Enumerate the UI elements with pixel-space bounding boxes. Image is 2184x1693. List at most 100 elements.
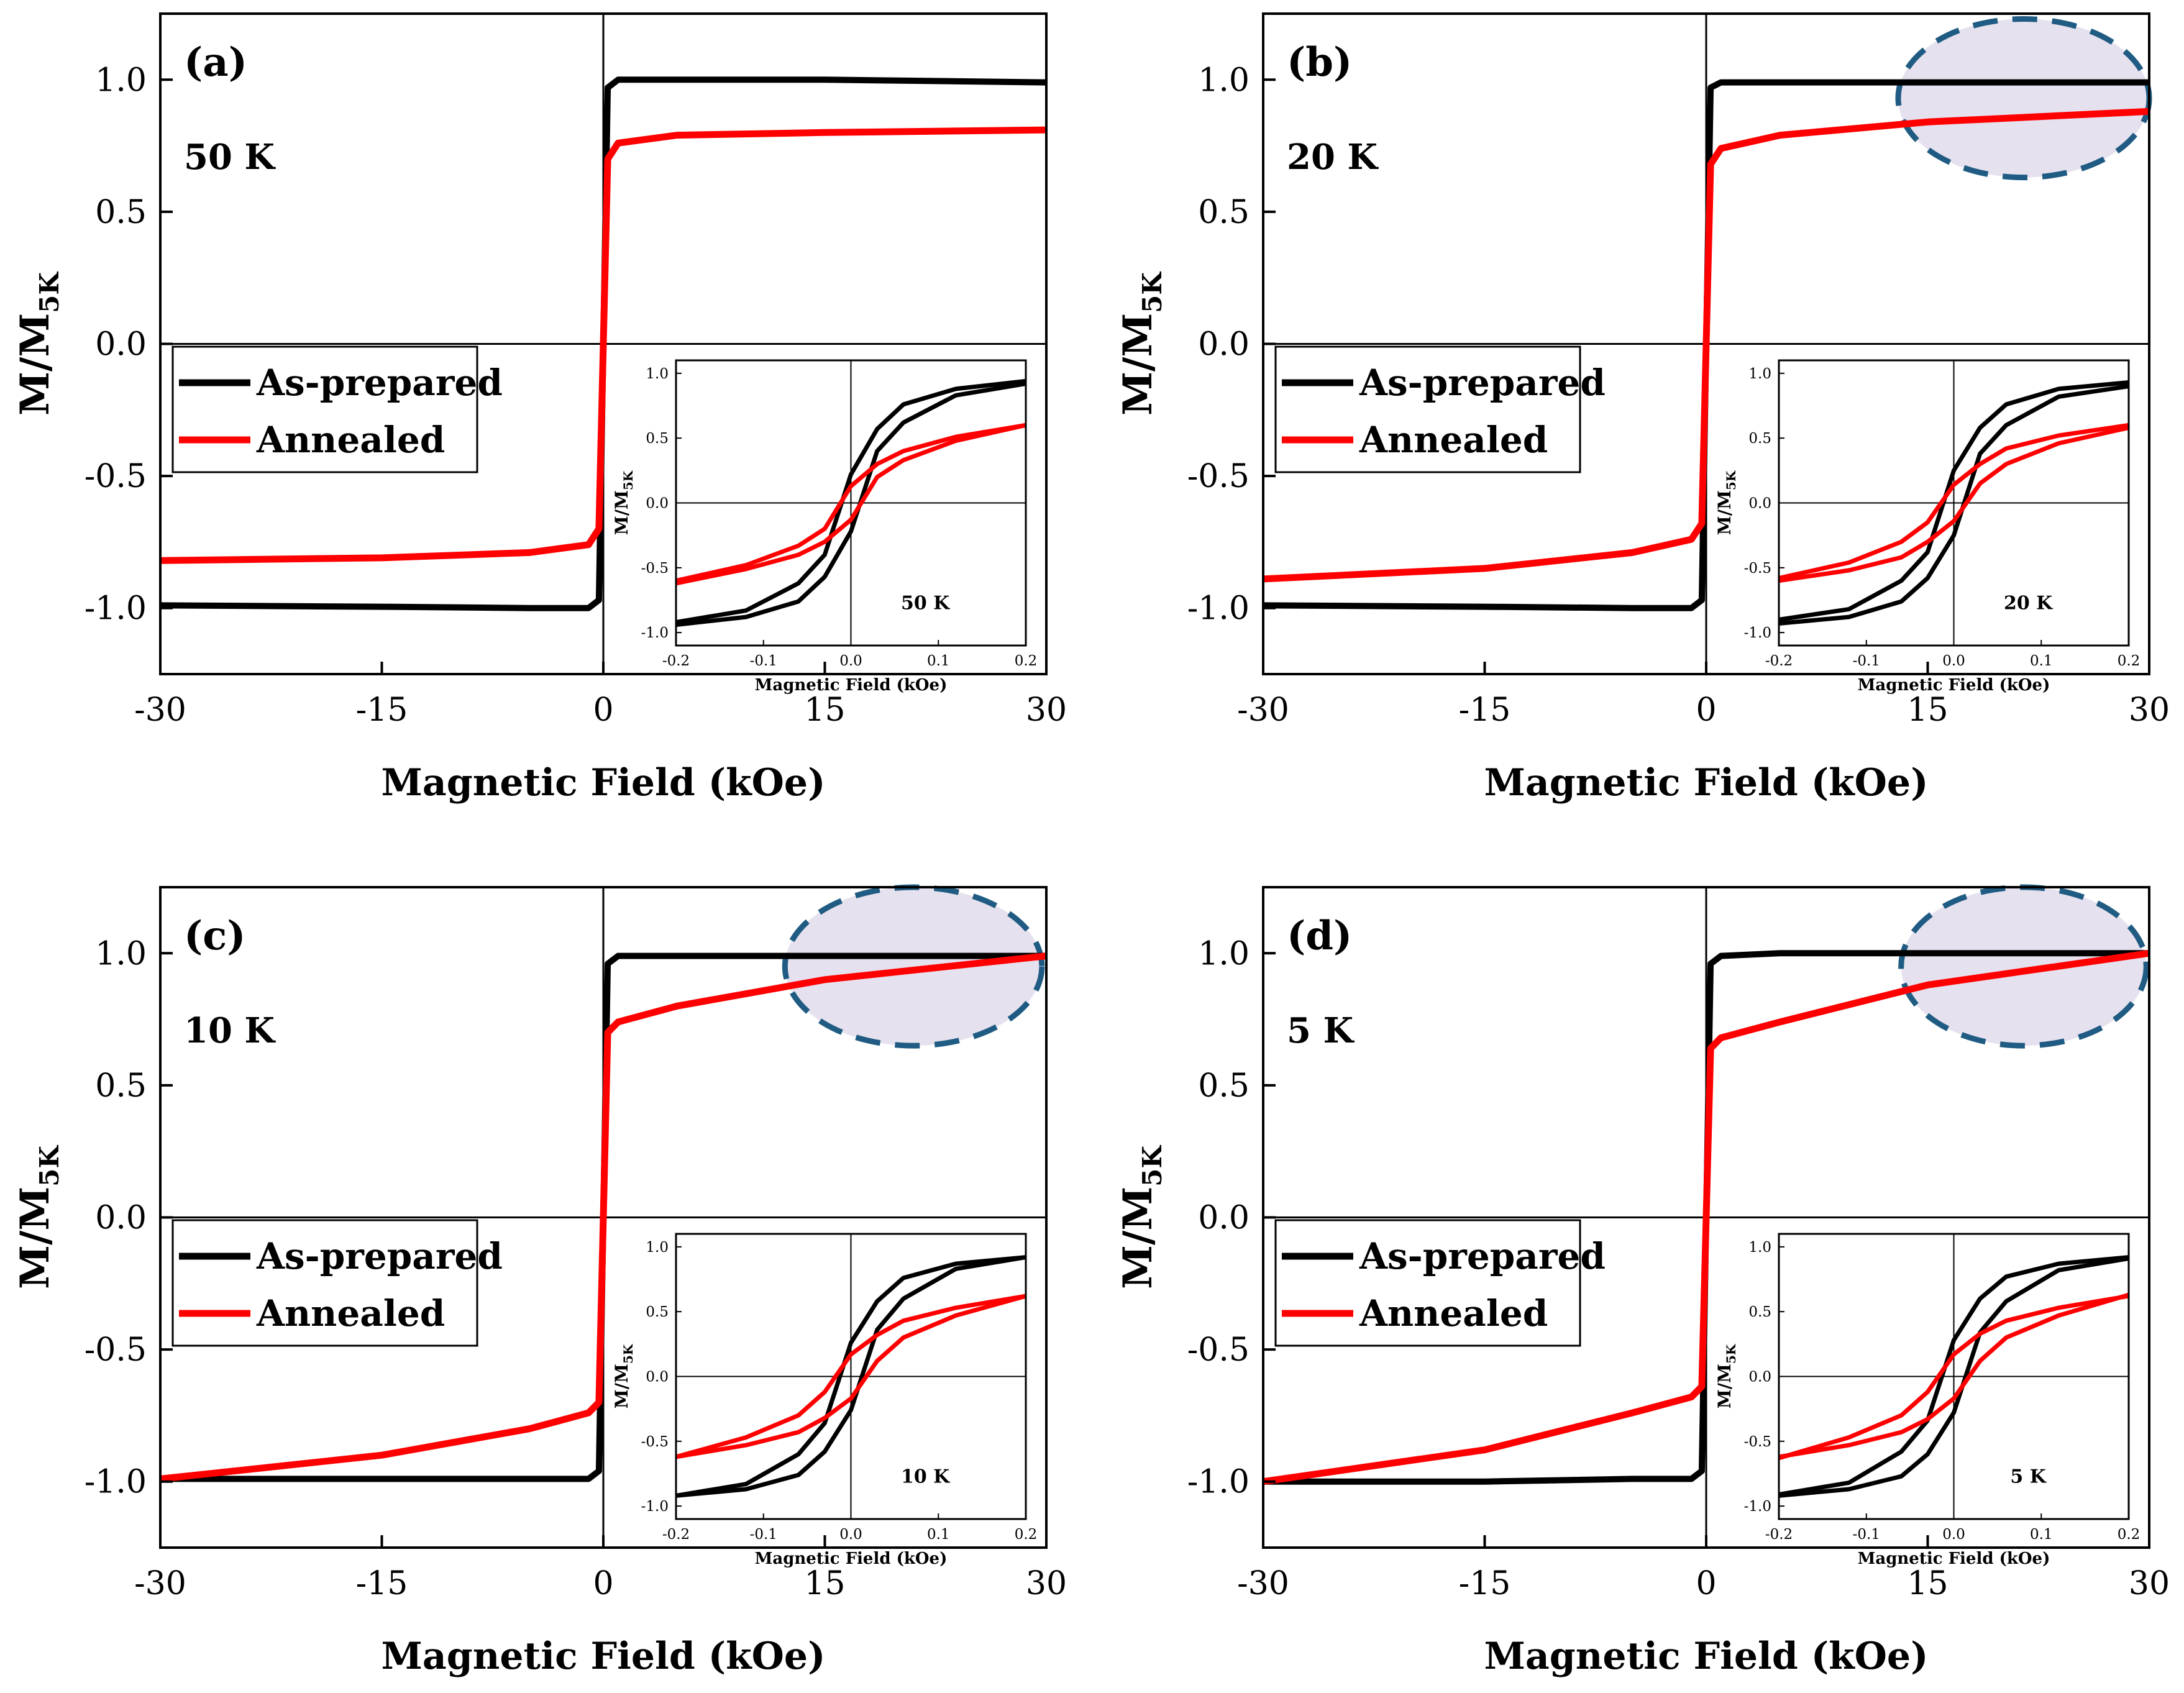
panel-label: (a) — [184, 39, 247, 86]
y-tick-label: 0.0 — [1198, 326, 1250, 363]
inset-y-tick-label: -1.0 — [1744, 1499, 1771, 1515]
inset-loop-lower-annealed — [675, 422, 1026, 586]
legend-entry: As-prepared — [256, 362, 503, 404]
inset-x-tick-label: -0.2 — [662, 1526, 690, 1543]
y-axis-title: M/M5K — [12, 272, 65, 416]
inset-chart: -0.2 -0.1 0.0 0.1 0.2 -1.0 -0.5 0.0 0.5 1.0 Magnet… — [1714, 359, 2141, 695]
inset-x-tick-label: -0.2 — [662, 653, 690, 669]
inset-x-tick-label: -0.1 — [1853, 653, 1880, 669]
x-axis-title: Magnetic Field (kOe) — [382, 761, 826, 805]
legend-entry: Annealed — [256, 1292, 445, 1335]
inset-x-tick-label: 0.0 — [1942, 1526, 1965, 1543]
inset-y-axis-title-subscript: 5K — [1724, 470, 1739, 490]
y-tick-label: 0.5 — [95, 1067, 147, 1105]
inset-y-axis-title-main: M/M — [611, 490, 632, 535]
y-tick-label: 1.0 — [1198, 935, 1250, 972]
y-tick-label: 1.0 — [95, 62, 147, 99]
series-line-annealed — [1263, 949, 2150, 1485]
inset-y-tick-label: 0.5 — [1748, 431, 1771, 447]
inset-chart: -0.2 -0.1 0.0 0.1 0.2 -1.0 -0.5 0.0 0.5 1.0 Magnet… — [1714, 1233, 2141, 1568]
legend-entry: Annealed — [256, 419, 445, 461]
inset-loop-lower-as-prepared — [675, 381, 1026, 627]
inset-y-tick-label: -0.5 — [1744, 560, 1771, 577]
inset-y-tick-label: 1.0 — [1748, 1239, 1771, 1256]
x-tick-label: 30 — [1026, 1565, 1067, 1602]
inset-loop-lower-annealed — [1778, 1292, 2129, 1459]
inset-x-tick-label: 0.2 — [1015, 653, 1038, 669]
x-tick-label: 30 — [1026, 691, 1067, 729]
inset-x-axis-title: Magnetic Field (kOe) — [755, 676, 948, 695]
x-tick-label: 15 — [804, 1565, 845, 1602]
inset-y-tick-label: 1.0 — [1748, 366, 1771, 382]
x-tick-label: -15 — [1459, 691, 1511, 729]
y-axis-title-subscript: 5K — [1137, 1145, 1167, 1187]
inset-x-tick-label: -0.1 — [750, 653, 777, 669]
inset-y-axis-title-main: M/M — [1714, 1364, 1735, 1408]
panel-label: (d) — [1287, 913, 1352, 959]
chart-panel-c: -30 -15 0 15 30 -1.0 -0.5 0.0 0.5 1.0 Magnetic Fie… — [12, 884, 1067, 1678]
inset-x-tick-label: -0.2 — [1765, 653, 1793, 669]
inset-x-tick-label: 0.2 — [2118, 653, 2141, 669]
legend-box — [171, 1219, 478, 1347]
inset-loop-lower-as-prepared — [1778, 384, 2129, 626]
y-tick-label: 0.5 — [95, 194, 147, 231]
inset-y-axis-title-main: M/M — [1714, 490, 1735, 535]
x-tick-label: -30 — [134, 1565, 186, 1602]
inset-y-tick-label: 0.5 — [1748, 1304, 1771, 1320]
inset-y-tick-label: -0.5 — [1744, 1434, 1771, 1450]
inset-x-tick-label: 0.2 — [2118, 1526, 2141, 1543]
inset-x-tick-label: -0.1 — [1853, 1526, 1880, 1543]
inset-x-tick-label: 0.2 — [1015, 1526, 1038, 1543]
legend-box — [1274, 1219, 1581, 1347]
inset-loop-upper-as-prepared — [675, 378, 1026, 624]
inset-x-tick-label: -0.2 — [1765, 1526, 1793, 1543]
y-axis-title-main: M/M — [12, 1187, 58, 1289]
y-axis-title: M/M5K — [12, 1145, 65, 1289]
legend-entry: As-prepared — [1359, 1235, 1606, 1277]
inset-x-tick-label: 0.1 — [927, 1526, 950, 1543]
inset-loop-upper-annealed — [1778, 1294, 2129, 1461]
y-tick-label: 0.0 — [1198, 1200, 1250, 1237]
panel-label: (b) — [1287, 39, 1352, 86]
inset-y-axis-title: M/M5K — [1714, 470, 1739, 535]
y-axis-title: M/M5K — [1115, 272, 1167, 416]
temperature-label: 5 K — [1287, 1010, 1355, 1051]
inset-x-tick-label: 0.1 — [927, 653, 950, 669]
temperature-label: 20 K — [1287, 137, 1379, 178]
inset-x-tick-label: 0.1 — [2030, 1526, 2053, 1543]
y-axis-title-subscript: 5K — [1137, 272, 1167, 313]
legend-entry: As-prepared — [256, 1235, 503, 1277]
x-tick-label: 15 — [1907, 1565, 1948, 1602]
legend: As-prepared Annealed — [171, 345, 503, 473]
inset-temperature-label: 5 K — [2010, 1466, 2046, 1488]
inset-y-tick-label: -0.5 — [641, 560, 669, 577]
inset-chart: -0.2 -0.1 0.0 0.1 0.2 -1.0 -0.5 0.0 0.5 1.0 Magnet… — [611, 1233, 1038, 1568]
legend-entry: Annealed — [1359, 1292, 1548, 1335]
y-tick-label: -0.5 — [85, 458, 147, 495]
inset-loop-lower-annealed — [675, 1294, 1026, 1459]
legend: As-prepared Annealed — [1274, 1219, 1606, 1347]
inset-y-tick-label: 0.0 — [1748, 496, 1771, 512]
inset-y-tick-label: -1.0 — [641, 625, 669, 641]
y-tick-label: 1.0 — [95, 935, 147, 972]
inset-y-tick-label: 0.5 — [646, 1304, 669, 1320]
inset-y-tick-label: 0.0 — [1748, 1369, 1771, 1385]
inset-y-tick-label: 0.5 — [646, 431, 669, 447]
y-axis-title-subscript: 5K — [34, 1145, 65, 1187]
y-tick-label: 0.0 — [95, 326, 147, 363]
inset-y-tick-label: 1.0 — [646, 366, 669, 382]
inset-x-axis-title: Magnetic Field (kOe) — [1858, 1549, 2050, 1568]
x-tick-label: 0 — [1696, 1565, 1716, 1602]
x-tick-label: 30 — [2129, 1565, 2170, 1602]
temperature-label: 50 K — [184, 137, 276, 178]
x-axis-title: Magnetic Field (kOe) — [1484, 1635, 1929, 1678]
series-line-annealed — [1263, 107, 2150, 583]
x-tick-label: -30 — [1237, 691, 1289, 729]
inset-loop-upper-as-prepared — [1778, 380, 2129, 622]
x-tick-label: -30 — [134, 691, 186, 729]
y-axis-title-main: M/M — [1115, 313, 1161, 416]
inset-y-tick-label: -1.0 — [641, 1499, 669, 1515]
inset-y-axis-title: M/M5K — [611, 470, 636, 535]
inset-loop-upper-annealed — [675, 1294, 1026, 1459]
legend: As-prepared Annealed — [171, 1219, 503, 1347]
